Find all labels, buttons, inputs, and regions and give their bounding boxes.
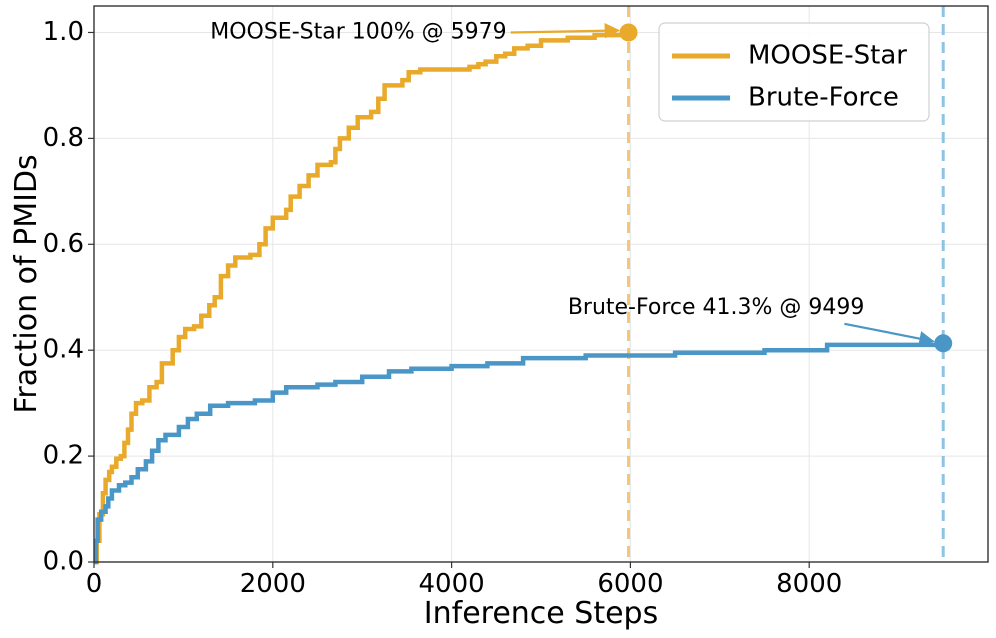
legend-label: MOOSE-Star xyxy=(748,41,907,71)
legend: MOOSE-Star Brute-Force xyxy=(658,22,930,122)
x-tick-label: 2000 xyxy=(240,569,306,599)
annotation-arrow xyxy=(844,322,935,347)
x-axis-label: Inference Steps xyxy=(424,596,658,631)
y-axis-label: Fraction of PMIDs xyxy=(9,154,44,413)
end-marker xyxy=(934,334,953,353)
annotation-arrow xyxy=(510,23,621,39)
y-tick-label: 1.0 xyxy=(43,17,84,47)
x-tick-label: 6000 xyxy=(597,569,663,599)
y-tick-label: 0.4 xyxy=(43,335,84,365)
legend-label: Brute-Force xyxy=(748,83,899,113)
y-tick-label: 0.8 xyxy=(43,123,84,153)
end-marker xyxy=(619,23,638,42)
series-line-moose-star xyxy=(94,32,631,565)
x-tick-label: 8000 xyxy=(776,569,842,599)
y-tick-label: 0.6 xyxy=(43,229,84,259)
x-tick-label: 4000 xyxy=(419,569,485,599)
x-tick-label: 0 xyxy=(86,569,103,599)
y-tick-label: 0.2 xyxy=(43,441,84,471)
annotation-label: Brute-Force 41.3% @ 9499 xyxy=(568,295,865,320)
y-tick-label: 0.0 xyxy=(43,547,84,577)
series-line-brute-force xyxy=(93,342,946,565)
annotation-label: MOOSE-Star 100% @ 5979 xyxy=(210,19,506,44)
plot-frame xyxy=(93,5,989,563)
